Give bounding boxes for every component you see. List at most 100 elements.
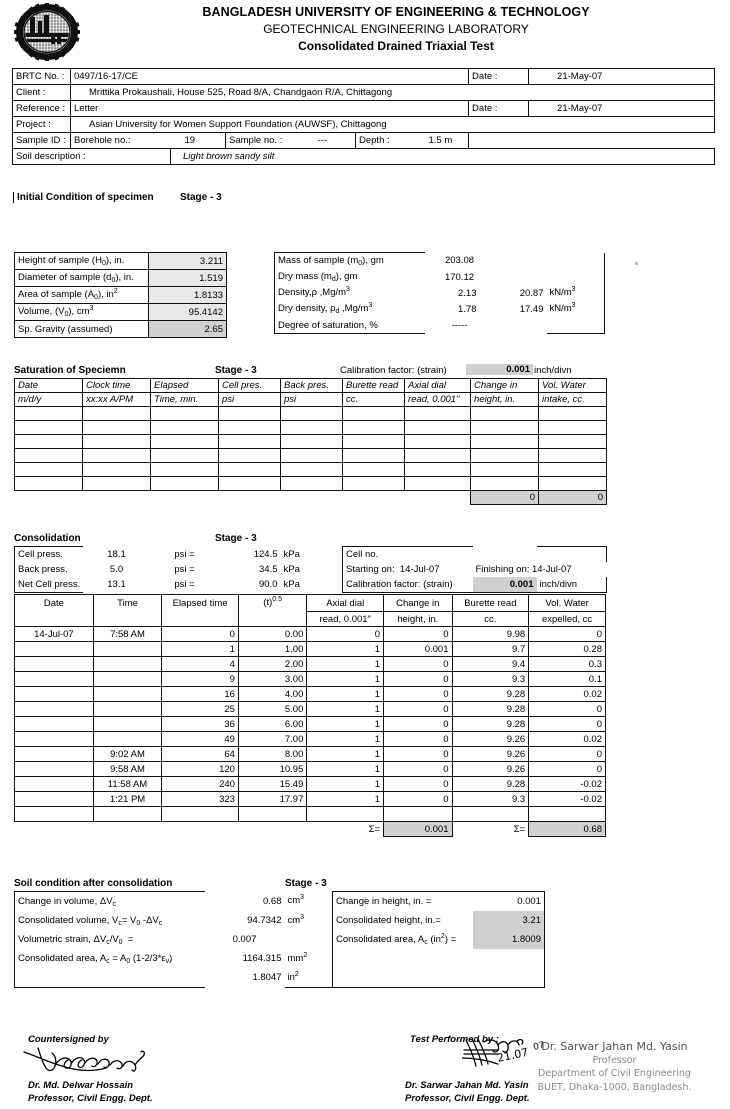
cons-cell-burette[interactable]: 9.7	[451, 641, 530, 657]
cons-cell-burette[interactable]: 9.28	[451, 716, 530, 732]
cell[interactable]	[150, 448, 219, 463]
cons-cell-time[interactable]: 11:58 AM	[92, 776, 163, 792]
cell[interactable]	[470, 406, 539, 421]
cell[interactable]	[14, 434, 83, 449]
cons-cell-change-height[interactable]: 0	[383, 761, 453, 777]
cons-cell-burette[interactable]: 9.28	[451, 686, 530, 702]
cons-cell-time[interactable]	[92, 656, 163, 672]
cons-cell-burette[interactable]: 9.28	[451, 701, 530, 717]
cell[interactable]	[404, 420, 471, 435]
cons-cell-time[interactable]	[92, 701, 163, 717]
cell[interactable]	[404, 434, 471, 449]
cons-cell-vol-expelled[interactable]: 0.28	[528, 641, 606, 657]
cell[interactable]	[82, 420, 151, 435]
cons-cell-axial[interactable]: 1	[306, 791, 385, 807]
cell[interactable]	[150, 406, 219, 421]
cell[interactable]	[404, 476, 471, 491]
cons-cell-sqrt-t[interactable]: 15.49	[237, 776, 308, 792]
cell[interactable]	[82, 434, 151, 449]
cons-cell-sqrt-t[interactable]: 2.00	[237, 656, 308, 672]
cons-cell-burette[interactable]	[451, 806, 530, 822]
cons-cell-time[interactable]	[92, 671, 163, 687]
cons-cell-burette[interactable]: 9.98	[451, 626, 530, 642]
cell[interactable]	[280, 434, 343, 449]
cons-cell-date[interactable]	[14, 791, 94, 807]
cons-cell-elapsed[interactable]: 1	[161, 641, 239, 657]
cons-cell-axial[interactable]: 1	[306, 641, 385, 657]
cons-cell-time[interactable]	[92, 806, 163, 822]
cons-cell-change-height[interactable]: 0	[383, 791, 453, 807]
cell[interactable]	[280, 476, 343, 491]
cell[interactable]	[342, 406, 405, 421]
cons-cell-time[interactable]: 1:21 PM	[92, 791, 163, 807]
cell[interactable]	[218, 462, 281, 477]
cons-cell-change-height[interactable]: 0	[383, 626, 453, 642]
cons-cell-sqrt-t[interactable]: 10.95	[237, 761, 308, 777]
cons-cell-change-height[interactable]: 0.001	[383, 641, 453, 657]
cons-cell-time[interactable]	[92, 716, 163, 732]
cell[interactable]	[280, 462, 343, 477]
cons-cell-sqrt-t[interactable]: 8.00	[237, 746, 308, 762]
cons-cell-time[interactable]	[92, 731, 163, 747]
cons-cell-change-height[interactable]: 0	[383, 656, 453, 672]
cons-cell-date[interactable]	[14, 686, 94, 702]
cell[interactable]	[14, 420, 83, 435]
cons-cell-time[interactable]	[92, 641, 163, 657]
cons-cell-elapsed[interactable]: 120	[161, 761, 239, 777]
cons-cell-date[interactable]	[14, 761, 94, 777]
cell[interactable]	[538, 406, 607, 421]
cell[interactable]	[404, 462, 471, 477]
cell[interactable]	[342, 448, 405, 463]
cell[interactable]	[150, 462, 219, 477]
cons-cell-date[interactable]	[14, 731, 94, 747]
cons-cell-sqrt-t[interactable]	[237, 806, 308, 822]
cons-cell-burette[interactable]: 9.4	[451, 656, 530, 672]
cell[interactable]	[342, 420, 405, 435]
cons-cell-vol-expelled[interactable]: 0	[528, 701, 606, 717]
cons-cell-elapsed[interactable]: 16	[161, 686, 239, 702]
cons-cell-change-height[interactable]: 0	[383, 776, 453, 792]
cons-cell-axial[interactable]: 1	[306, 656, 385, 672]
cons-cell-vol-expelled[interactable]: -0.02	[528, 776, 606, 792]
cons-cell-vol-expelled[interactable]: 0.02	[528, 731, 606, 747]
cell[interactable]	[280, 420, 343, 435]
cons-cell-burette[interactable]: 9.26	[451, 746, 530, 762]
cons-cell-elapsed[interactable]: 49	[161, 731, 239, 747]
cell[interactable]	[470, 462, 539, 477]
cons-cell-axial[interactable]: 1	[306, 686, 385, 702]
cell[interactable]	[14, 462, 83, 477]
cons-cell-sqrt-t[interactable]: 6.00	[237, 716, 308, 732]
cell[interactable]	[470, 448, 539, 463]
cons-cell-burette[interactable]: 9.26	[451, 761, 530, 777]
cell[interactable]	[342, 434, 405, 449]
cons-cell-sqrt-t[interactable]: 1.00	[237, 641, 308, 657]
cons-cell-change-height[interactable]: 0	[383, 746, 453, 762]
cons-cell-vol-expelled[interactable]: 0	[528, 626, 606, 642]
cons-cell-elapsed[interactable]: 0	[161, 626, 239, 642]
cons-cell-burette[interactable]: 9.28	[451, 776, 530, 792]
cell[interactable]	[404, 406, 471, 421]
cons-cell-change-height[interactable]: 0	[383, 686, 453, 702]
cell[interactable]	[218, 434, 281, 449]
cell[interactable]	[280, 406, 343, 421]
cons-cell-sqrt-t[interactable]: 17.97	[237, 791, 308, 807]
cell[interactable]	[470, 434, 539, 449]
cons-cell-burette[interactable]: 9.3	[451, 671, 530, 687]
cell[interactable]	[218, 476, 281, 491]
cons-cell-axial[interactable]: 1	[306, 761, 385, 777]
cons-cell-elapsed[interactable]	[161, 806, 239, 822]
cons-cell-time[interactable]: 7:58 AM	[92, 626, 163, 642]
cell[interactable]	[538, 434, 607, 449]
cons-cell-vol-expelled[interactable]: 0	[528, 746, 606, 762]
cons-cell-elapsed[interactable]: 4	[161, 656, 239, 672]
cons-cell-elapsed[interactable]: 64	[161, 746, 239, 762]
cell[interactable]	[538, 420, 607, 435]
cons-cell-change-height[interactable]: 0	[383, 731, 453, 747]
cons-cell-time[interactable]: 9:02 AM	[92, 746, 163, 762]
cons-cell-date[interactable]	[14, 806, 94, 822]
cons-cell-date[interactable]	[14, 656, 94, 672]
cell[interactable]	[14, 476, 83, 491]
cons-cell-vol-expelled[interactable]: 0	[528, 761, 606, 777]
cons-cell-change-height[interactable]	[383, 806, 453, 822]
cell[interactable]	[404, 448, 471, 463]
